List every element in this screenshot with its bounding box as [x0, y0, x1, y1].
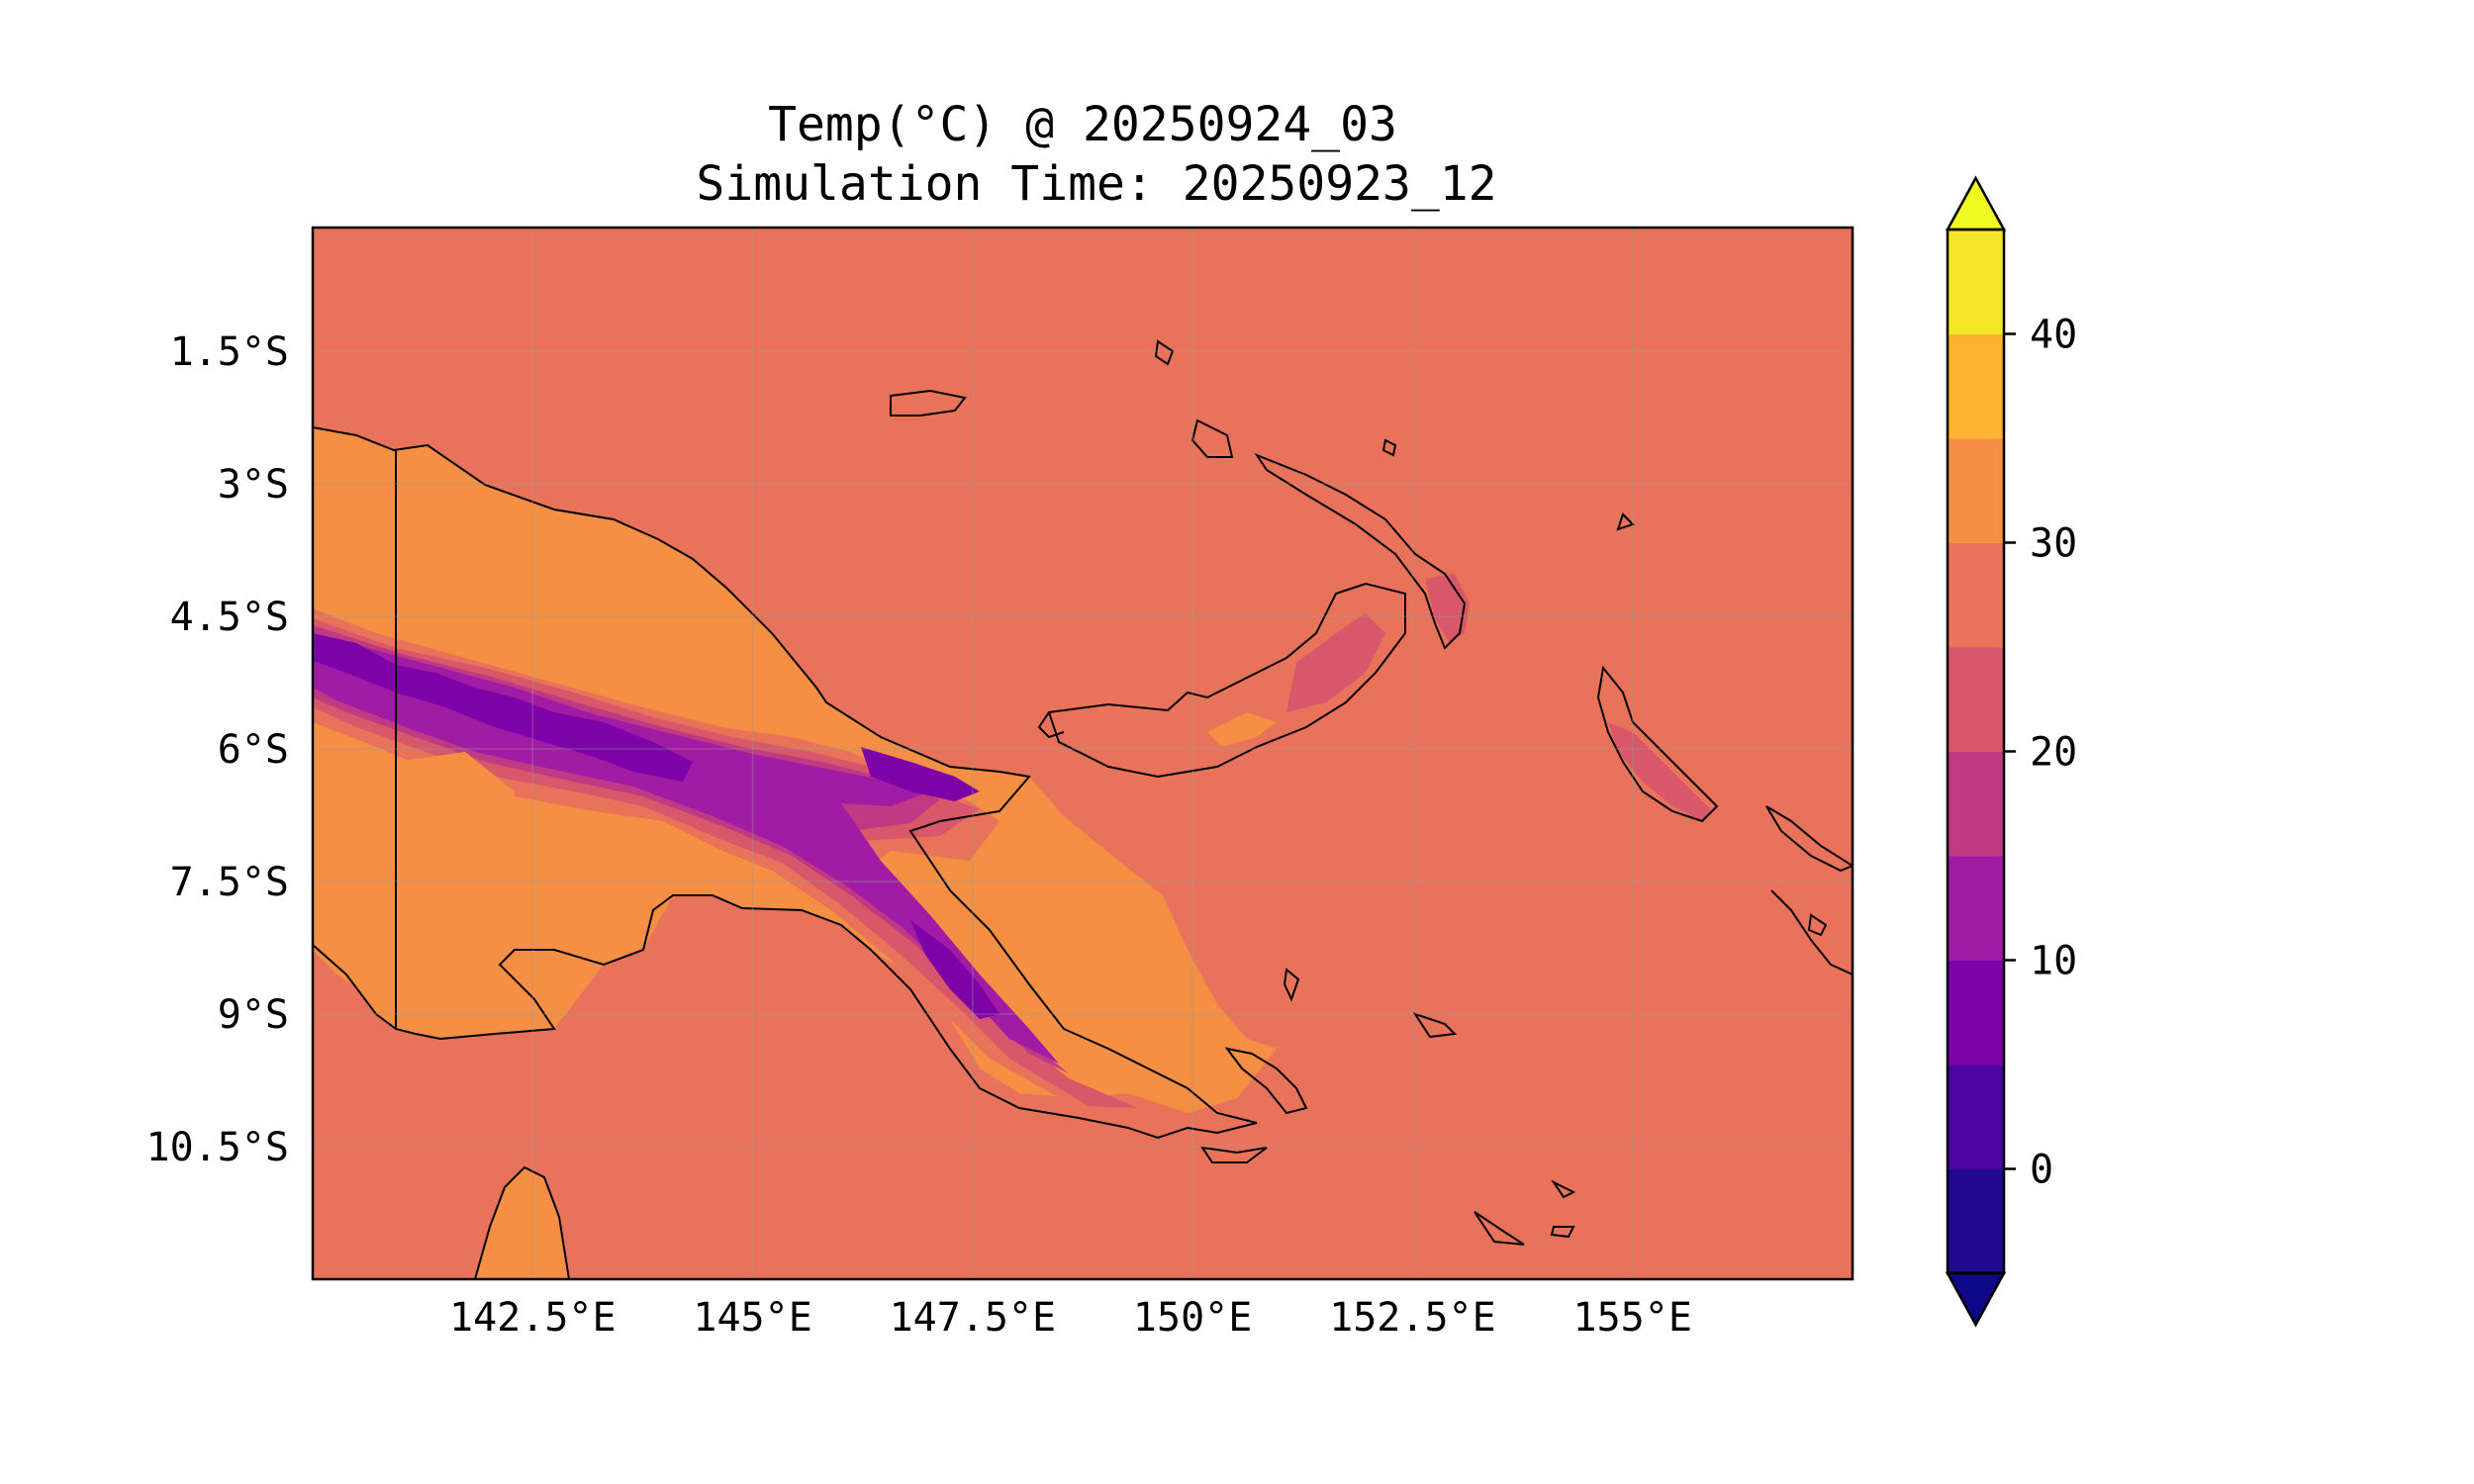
colorbar-extend-max [1945, 175, 2007, 232]
colorbar-level-4 [1948, 751, 2004, 857]
cape-york-field [475, 1167, 569, 1279]
longitude-tick-labels: 142.5°E 145°E 147.5°E 150°E 152.5°E 155°E [449, 1295, 1692, 1341]
coastlines [313, 339, 1853, 1279]
bougainville-field [1608, 722, 1712, 821]
colorbar-level-3 [1948, 856, 2004, 961]
map-frame [311, 226, 1855, 1281]
colorbar-extend-min [1945, 1271, 2007, 1328]
colorbar-level-8 [1948, 333, 2004, 439]
map-title-line1: Temp(°C) @ 20250924_03 [768, 97, 1397, 152]
colorbar-level-0 [1948, 1168, 2004, 1274]
new-britain-field-20-25 [1286, 613, 1385, 712]
map-plot-area [313, 228, 1853, 1279]
latitude-tick-labels: 1.5°S 3°S 4.5°S 6°S 7.5°S 9°S 10.5°S [146, 329, 290, 1170]
lat-tick-label: 9°S [218, 992, 289, 1038]
lat-tick-label: 7.5°S [170, 860, 289, 905]
lon-tick-label: 152.5°E [1329, 1295, 1496, 1341]
highland-field-10-15 [313, 633, 1059, 1064]
new-britain-field [1049, 584, 1405, 777]
highland-field-5-10-central [861, 747, 980, 801]
map-title-line2: Simulation Time: 20250923_12 [696, 156, 1496, 212]
colorbar-tick-label: 40 [2030, 313, 2077, 358]
lat-tick-label: 10.5°S [146, 1125, 290, 1170]
lon-tick-label: 145°E [693, 1295, 811, 1341]
gridlines [313, 228, 1853, 1279]
lat-tick-label: 1.5°S [170, 329, 289, 375]
highland-field-5-10-east [910, 920, 999, 1019]
lon-tick-label: 142.5°E [449, 1295, 617, 1341]
colorbar-tick-label: 0 [2030, 1148, 2053, 1193]
colorbar-level-9 [1948, 230, 2004, 334]
southern-lowland-field [313, 752, 515, 999]
lon-tick-label: 150°E [1133, 1295, 1252, 1341]
lat-tick-label: 3°S [218, 462, 289, 508]
colorbar-level-7 [1948, 438, 2004, 543]
colorbar-level-6 [1948, 542, 2004, 648]
colorbar-tick-label: 30 [2030, 521, 2077, 567]
lat-tick-label: 4.5°S [170, 595, 289, 640]
new-britain-field-30-35 [1207, 712, 1277, 747]
lon-tick-label: 155°E [1573, 1295, 1692, 1341]
colorbar-level-2 [1948, 960, 2004, 1066]
colorbar: 0 10 20 30 40 [1945, 175, 2077, 1328]
new-ireland-field [1425, 574, 1470, 643]
colorbar-level-5 [1948, 647, 2004, 752]
colorbar-tick-label: 20 [2030, 730, 2077, 776]
lat-tick-label: 6°S [218, 727, 289, 773]
lon-tick-label: 147.5°E [890, 1295, 1057, 1341]
colorbar-tick-label: 10 [2030, 939, 2077, 984]
highland-field-5-10-west [313, 633, 693, 782]
colorbar-level-1 [1948, 1065, 2004, 1169]
